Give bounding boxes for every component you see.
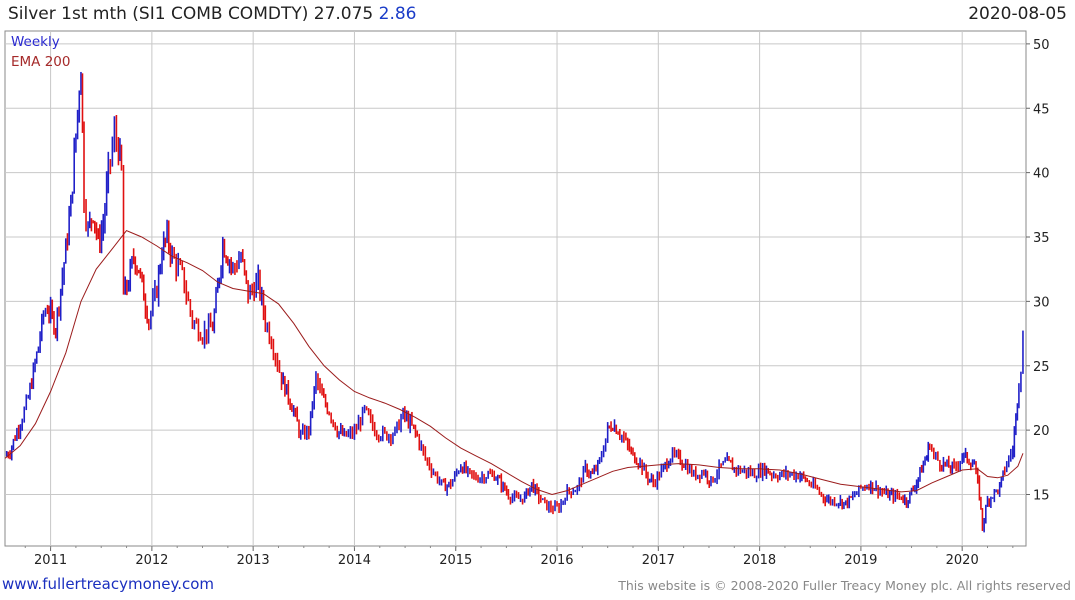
chart-title: Silver 1st mth (SI1 COMB COMDTY) 27.075 …: [8, 4, 417, 24]
x-tick-label: 2016: [540, 553, 573, 568]
x-tick-label: 2015: [439, 553, 472, 568]
x-tick-label: 2013: [237, 553, 270, 568]
ema-line: [4, 229, 1024, 496]
legend: Weekly EMA 200: [11, 32, 70, 72]
y-tick-label: 15: [1033, 489, 1050, 504]
y-tick-label: 45: [1033, 102, 1050, 117]
y-tick-label: 50: [1033, 38, 1050, 53]
plot-area: [4, 30, 1027, 547]
x-axis: 2011 2012 2013 2014 2015 2016 2017 2018 2019 2020: [24, 546, 1014, 568]
y-tick-label: 30: [1033, 295, 1050, 310]
x-tick-label: 2020: [946, 553, 979, 568]
y-tick-label: 40: [1033, 167, 1050, 182]
y-axis: 15 20 25 30 35 40 45 50: [1026, 38, 1050, 504]
change-value: 2.86: [378, 4, 417, 24]
x-tick-label: 2017: [642, 553, 675, 568]
y-tick-label: 35: [1033, 231, 1050, 246]
x-tick-label: 2012: [135, 553, 168, 568]
ema-series: [4, 229, 1024, 496]
x-tick-label: 2019: [844, 553, 877, 568]
grid: [5, 31, 1026, 546]
y-tick-label: 20: [1033, 424, 1050, 439]
x-tick-label: 2011: [34, 553, 67, 568]
weekly-bars: [5, 71, 1024, 533]
title-text: Silver 1st mth (SI1 COMB COMDTY) 27.075: [8, 4, 374, 24]
x-tick-label: 2014: [338, 553, 371, 568]
y-tick-label: 25: [1033, 360, 1050, 375]
site-link[interactable]: www.fullertreacymoney.com: [2, 575, 215, 593]
copyright-notice: This website is © 2008-2020 Fuller Treac…: [618, 578, 1071, 593]
x-tick-label: 2018: [743, 553, 776, 568]
date-label: 2020-08-05: [968, 4, 1067, 24]
legend-weekly: Weekly: [11, 34, 60, 50]
legend-ema: EMA 200: [11, 54, 71, 70]
